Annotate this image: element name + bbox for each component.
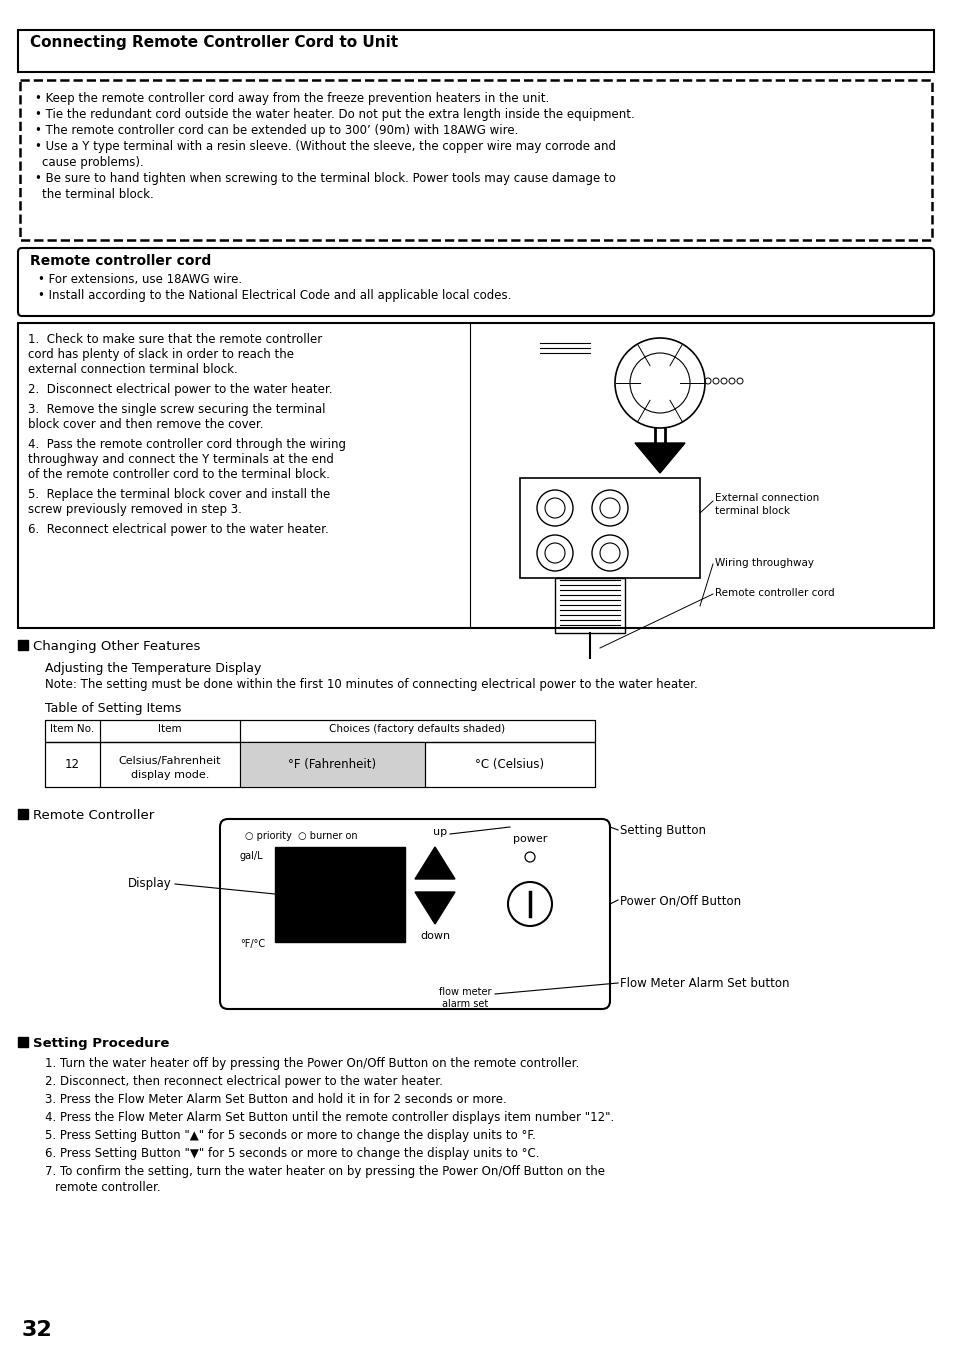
Text: Remote controller cord: Remote controller cord — [714, 588, 834, 598]
Text: up: up — [433, 827, 447, 838]
Text: gal/L: gal/L — [240, 851, 263, 861]
Bar — [18, 809, 28, 819]
Text: Flow Meter Alarm Set button: Flow Meter Alarm Set button — [619, 977, 789, 990]
Text: Item: Item — [158, 724, 182, 734]
Text: ○ priority  ○ burner on: ○ priority ○ burner on — [245, 831, 357, 842]
Text: 4. Press the Flow Meter Alarm Set Button until the remote controller displays it: 4. Press the Flow Meter Alarm Set Button… — [45, 1111, 614, 1124]
Text: 6.  Reconnect electrical power to the water heater.: 6. Reconnect electrical power to the wat… — [28, 523, 329, 536]
Text: Adjusting the Temperature Display: Adjusting the Temperature Display — [45, 662, 261, 676]
Text: 32: 32 — [22, 1320, 52, 1340]
Text: Setting Button: Setting Button — [619, 824, 705, 838]
Bar — [519, 478, 700, 578]
Text: • Keep the remote controller cord away from the freeze prevention heaters in the: • Keep the remote controller cord away f… — [35, 92, 549, 105]
Bar — [18, 30, 933, 72]
Text: 6. Press Setting Button "▼" for 5 seconds or more to change the display units to: 6. Press Setting Button "▼" for 5 second… — [45, 1147, 539, 1161]
Text: Wiring throughway: Wiring throughway — [714, 558, 813, 567]
Text: °F/°C: °F/°C — [240, 939, 265, 948]
Text: Note: The setting must be done within the first 10 minutes of connecting electri: Note: The setting must be done within th… — [45, 678, 697, 690]
Bar — [45, 742, 595, 788]
Polygon shape — [415, 892, 455, 924]
Text: Item No.: Item No. — [51, 724, 94, 734]
Text: • Install according to the National Electrical Code and all applicable local cod: • Install according to the National Elec… — [38, 289, 511, 303]
Bar — [240, 720, 595, 742]
Polygon shape — [415, 847, 455, 880]
Bar — [240, 742, 424, 788]
Text: 3.  Remove the single screw securing the terminal: 3. Remove the single screw securing the … — [28, 403, 325, 416]
Text: Power On/Off Button: Power On/Off Button — [619, 894, 740, 907]
Text: 7. To confirm the setting, turn the water heater on by pressing the Power On/Off: 7. To confirm the setting, turn the wate… — [45, 1165, 604, 1178]
Bar — [100, 720, 240, 742]
Bar — [424, 742, 595, 788]
Text: • The remote controller cord can be extended up to 300’ (90m) with 18AWG wire.: • The remote controller cord can be exte… — [35, 124, 517, 136]
Text: 1.  Check to make sure that the remote controller: 1. Check to make sure that the remote co… — [28, 332, 322, 346]
Text: of the remote controller cord to the terminal block.: of the remote controller cord to the ter… — [28, 467, 330, 481]
Bar — [18, 323, 933, 628]
Text: External connection: External connection — [714, 493, 819, 503]
Text: 2.  Disconnect electrical power to the water heater.: 2. Disconnect electrical power to the wa… — [28, 382, 333, 396]
Bar — [18, 640, 28, 650]
Text: Choices (factory defaults shaded): Choices (factory defaults shaded) — [329, 724, 505, 734]
Text: external connection terminal block.: external connection terminal block. — [28, 363, 237, 376]
Text: • Be sure to hand tighten when screwing to the terminal block. Power tools may c: • Be sure to hand tighten when screwing … — [35, 172, 616, 185]
Bar — [18, 1038, 28, 1047]
Text: terminal block: terminal block — [714, 507, 789, 516]
Text: down: down — [419, 931, 450, 942]
Text: remote controller.: remote controller. — [55, 1181, 160, 1194]
Text: 4.  Pass the remote controller cord through the wiring: 4. Pass the remote controller cord throu… — [28, 438, 346, 451]
Text: 3. Press the Flow Meter Alarm Set Button and hold it in for 2 seconds or more.: 3. Press the Flow Meter Alarm Set Button… — [45, 1093, 506, 1106]
Text: Remote controller cord: Remote controller cord — [30, 254, 211, 267]
Text: 5. Press Setting Button "▲" for 5 seconds or more to change the display units to: 5. Press Setting Button "▲" for 5 second… — [45, 1129, 536, 1142]
Text: Changing Other Features: Changing Other Features — [33, 640, 200, 653]
Bar — [45, 720, 100, 742]
Text: Setting Procedure: Setting Procedure — [33, 1038, 170, 1050]
Bar — [45, 720, 595, 742]
Bar — [20, 80, 931, 240]
Text: °F (Fahrenheit): °F (Fahrenheit) — [288, 758, 376, 771]
Text: Display: Display — [128, 878, 172, 890]
Text: 5.  Replace the terminal block cover and install the: 5. Replace the terminal block cover and … — [28, 488, 330, 501]
Polygon shape — [635, 443, 684, 473]
Text: 2. Disconnect, then reconnect electrical power to the water heater.: 2. Disconnect, then reconnect electrical… — [45, 1075, 442, 1088]
Text: °C (Celsius): °C (Celsius) — [475, 758, 544, 771]
Text: cause problems).: cause problems). — [42, 155, 144, 169]
Bar — [45, 742, 100, 788]
Text: Remote Controller: Remote Controller — [33, 809, 154, 821]
Bar — [555, 578, 624, 634]
Text: screw previously removed in step 3.: screw previously removed in step 3. — [28, 503, 242, 516]
Text: flow meter: flow meter — [438, 988, 491, 997]
Bar — [274, 847, 405, 942]
Text: throughway and connect the Y terminals at the end: throughway and connect the Y terminals a… — [28, 453, 334, 466]
Bar — [100, 742, 240, 788]
Text: • Use a Y type terminal with a resin sleeve. (Without the sleeve, the copper wir: • Use a Y type terminal with a resin sle… — [35, 141, 616, 153]
Text: Table of Setting Items: Table of Setting Items — [45, 703, 181, 715]
Text: cord has plenty of slack in order to reach the: cord has plenty of slack in order to rea… — [28, 349, 294, 361]
Text: the terminal block.: the terminal block. — [42, 188, 153, 201]
Text: alarm set: alarm set — [441, 998, 488, 1009]
Text: power: power — [513, 834, 547, 844]
Text: display mode.: display mode. — [131, 770, 209, 780]
Text: • For extensions, use 18AWG wire.: • For extensions, use 18AWG wire. — [38, 273, 242, 286]
Text: • Tie the redundant cord outside the water heater. Do not put the extra length i: • Tie the redundant cord outside the wat… — [35, 108, 634, 122]
Text: 1. Turn the water heater off by pressing the Power On/Off Button on the remote c: 1. Turn the water heater off by pressing… — [45, 1056, 578, 1070]
Text: block cover and then remove the cover.: block cover and then remove the cover. — [28, 417, 263, 431]
Text: Celsius/Fahrenheit: Celsius/Fahrenheit — [118, 757, 221, 766]
Text: Connecting Remote Controller Cord to Unit: Connecting Remote Controller Cord to Uni… — [30, 35, 397, 50]
Text: 12: 12 — [65, 758, 80, 771]
